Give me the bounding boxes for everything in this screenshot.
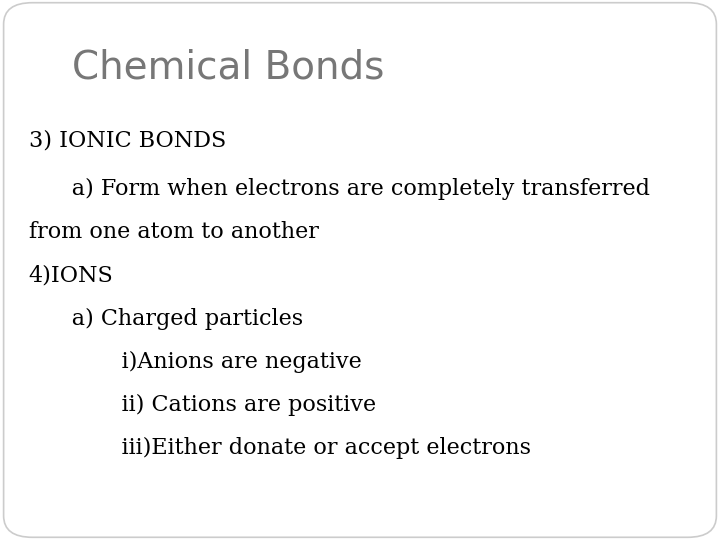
Text: a) Form when electrons are completely transferred: a) Form when electrons are completely tr… [29, 178, 649, 200]
Text: Chemical Bonds: Chemical Bonds [72, 49, 384, 86]
Text: i)Anions are negative: i)Anions are negative [29, 351, 361, 373]
Text: a) Charged particles: a) Charged particles [29, 308, 303, 330]
Text: iii)Either donate or accept electrons: iii)Either donate or accept electrons [29, 437, 531, 460]
Text: 3) IONIC BONDS: 3) IONIC BONDS [29, 130, 226, 152]
FancyBboxPatch shape [4, 3, 716, 537]
Text: ii) Cations are positive: ii) Cations are positive [29, 394, 376, 416]
Text: from one atom to another: from one atom to another [29, 221, 319, 244]
Text: 4)IONS: 4)IONS [29, 265, 114, 287]
